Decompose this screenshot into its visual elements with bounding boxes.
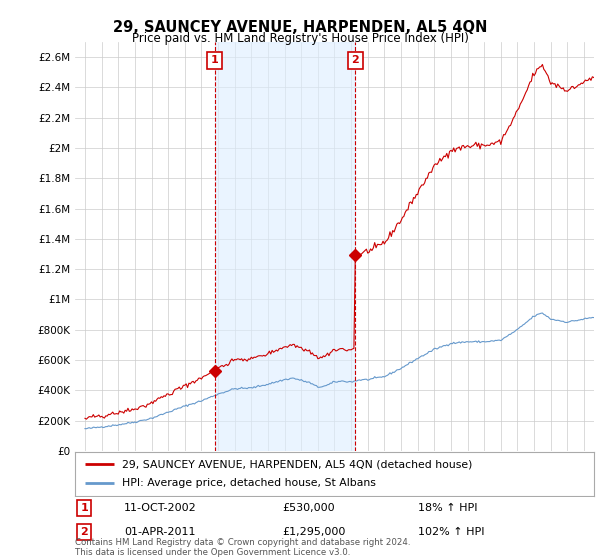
Text: £1,295,000: £1,295,000	[283, 527, 346, 537]
Text: 18% ↑ HPI: 18% ↑ HPI	[418, 503, 477, 513]
Text: 29, SAUNCEY AVENUE, HARPENDEN, AL5 4QN (detached house): 29, SAUNCEY AVENUE, HARPENDEN, AL5 4QN (…	[122, 459, 472, 469]
Text: 29, SAUNCEY AVENUE, HARPENDEN, AL5 4QN: 29, SAUNCEY AVENUE, HARPENDEN, AL5 4QN	[113, 20, 487, 35]
Text: 1: 1	[211, 55, 218, 65]
Text: Price paid vs. HM Land Registry's House Price Index (HPI): Price paid vs. HM Land Registry's House …	[131, 32, 469, 45]
Text: HPI: Average price, detached house, St Albans: HPI: Average price, detached house, St A…	[122, 478, 376, 488]
Text: £530,000: £530,000	[283, 503, 335, 513]
Text: 102% ↑ HPI: 102% ↑ HPI	[418, 527, 484, 537]
Text: 2: 2	[80, 527, 88, 537]
Text: 01-APR-2011: 01-APR-2011	[124, 527, 196, 537]
Text: Contains HM Land Registry data © Crown copyright and database right 2024.
This d: Contains HM Land Registry data © Crown c…	[75, 538, 410, 557]
Text: 2: 2	[352, 55, 359, 65]
Text: 1: 1	[80, 503, 88, 513]
Bar	[215, 42, 355, 451]
Text: 11-OCT-2002: 11-OCT-2002	[124, 503, 197, 513]
